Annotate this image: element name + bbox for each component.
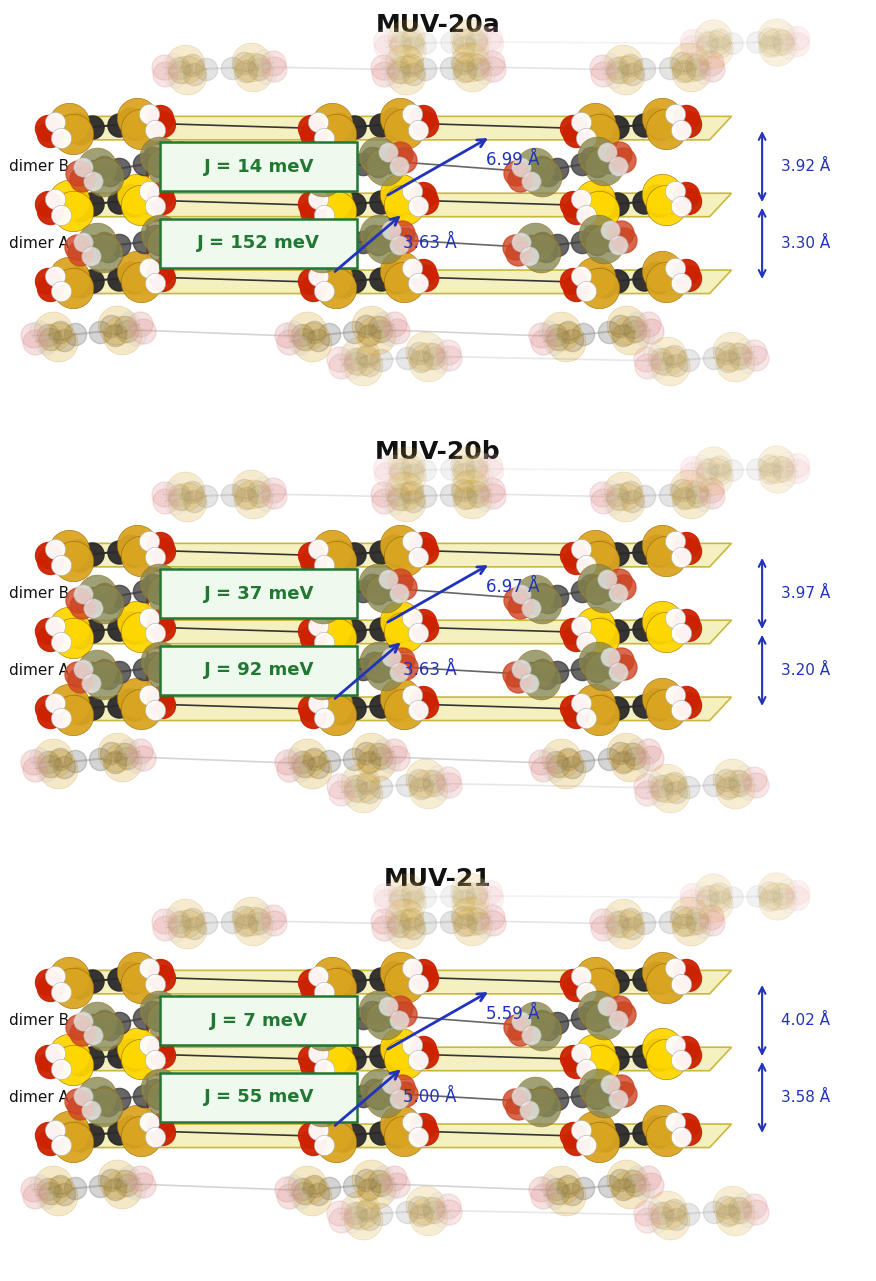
Polygon shape [61, 620, 731, 643]
Text: 3.58 Å: 3.58 Å [781, 1090, 830, 1106]
Text: 3.30 Å: 3.30 Å [781, 236, 830, 251]
Text: dimer B: dimer B [9, 159, 69, 174]
FancyBboxPatch shape [160, 569, 357, 619]
Text: 3.63 Å: 3.63 Å [403, 661, 456, 679]
FancyBboxPatch shape [160, 219, 357, 268]
Text: 5.59 Å: 5.59 Å [486, 1006, 540, 1024]
Text: dimer A: dimer A [9, 662, 68, 678]
Polygon shape [61, 193, 731, 216]
Text: dimer A: dimer A [9, 1090, 68, 1106]
FancyBboxPatch shape [160, 997, 357, 1045]
Text: dimer A: dimer A [9, 236, 68, 251]
Polygon shape [61, 117, 731, 140]
Text: 6.99 Å: 6.99 Å [486, 151, 540, 169]
Polygon shape [61, 543, 731, 566]
Text: 6.97 Å: 6.97 Å [486, 578, 540, 596]
FancyBboxPatch shape [160, 142, 357, 191]
Polygon shape [61, 1125, 731, 1148]
Text: 4.02 Å: 4.02 Å [781, 1013, 830, 1029]
Text: dimer B: dimer B [9, 585, 69, 601]
Text: MUV-21: MUV-21 [384, 867, 492, 890]
Text: MUV-20b: MUV-20b [375, 439, 501, 464]
Text: J = 14 meV: J = 14 meV [204, 158, 314, 175]
FancyBboxPatch shape [160, 1073, 357, 1122]
Polygon shape [61, 697, 731, 720]
Text: 5.00 Å: 5.00 Å [403, 1089, 456, 1107]
Text: 3.20 Å: 3.20 Å [781, 662, 830, 678]
Text: J = 37 meV: J = 37 meV [204, 584, 314, 602]
Text: J = 7 meV: J = 7 meV [210, 1012, 307, 1030]
Text: 3.92 Å: 3.92 Å [781, 159, 830, 174]
Polygon shape [61, 1048, 731, 1071]
Text: J = 55 meV: J = 55 meV [204, 1089, 314, 1107]
Text: dimer B: dimer B [9, 1013, 69, 1029]
Polygon shape [61, 971, 731, 994]
Text: J = 92 meV: J = 92 meV [204, 661, 314, 679]
Text: 3.63 Å: 3.63 Å [403, 234, 456, 252]
Text: 3.97 Å: 3.97 Å [781, 585, 830, 601]
Polygon shape [61, 270, 731, 293]
Text: MUV-20a: MUV-20a [376, 13, 500, 37]
Text: J = 152 meV: J = 152 meV [197, 234, 321, 252]
FancyBboxPatch shape [160, 646, 357, 694]
